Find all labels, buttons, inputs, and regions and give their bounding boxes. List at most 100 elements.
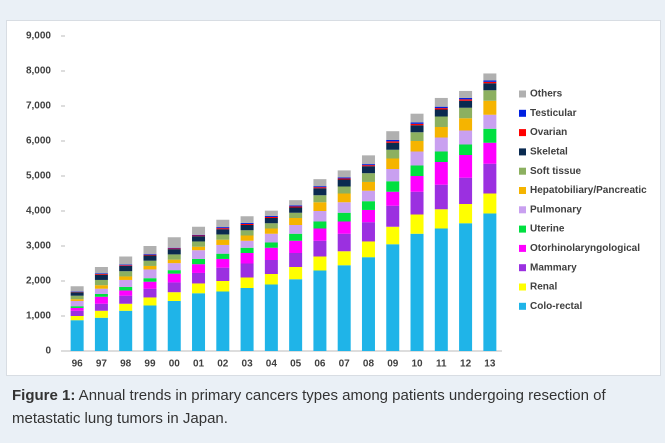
bar-segment [289,240,303,253]
bar-segment [289,225,303,234]
bar-segment [459,155,473,178]
x-tick-label: 09 [387,359,399,370]
bar-segment [313,270,327,351]
bar-segment [240,222,254,224]
bar-segment [240,277,254,288]
bar-segment [313,195,327,203]
x-tick-label: 01 [193,359,205,370]
legend-label: Uterine [530,224,565,235]
bar-segment [289,279,303,351]
legend-swatch [519,244,526,252]
bar-segment [410,151,424,166]
legend-label: Colo-rectal [530,301,582,312]
bar-segment [410,233,424,351]
bar-segment [94,293,108,297]
legend-swatch [519,302,526,310]
bar-segment [94,296,108,304]
bar-segment [192,226,206,235]
bar-segment [264,216,278,218]
bar-segment [192,235,206,237]
bar-segment [216,219,230,228]
bar-segment [337,186,351,194]
bar-segment [192,272,206,284]
bar-segment [240,225,254,231]
bar-segment [313,188,327,196]
bar-segment [459,177,473,204]
bar-segment [167,259,181,264]
bar-segment [192,246,206,251]
bar-segment [361,165,375,167]
bar-segment [313,186,327,188]
bar-segment [192,236,206,242]
bar-segment [94,279,108,286]
bar-segment [289,218,303,225]
x-tick-label: 10 [411,359,423,370]
bar-segment [192,234,206,236]
bar-segment [459,100,473,108]
bar-segment [143,254,157,256]
x-tick-label: 02 [217,359,229,370]
y-tick-label: 3,000 [26,241,51,252]
caption-text: Annual trends in primary cancers types a… [12,387,606,427]
bar-segment [386,244,400,351]
bar-segment [143,297,157,306]
bar-segment [337,265,351,351]
bar-segment [70,320,84,351]
bar-segment [410,123,424,126]
bar-segment [94,317,108,351]
bar-segment [410,132,424,141]
legend-label: Renal [530,282,557,293]
bar-segment [483,81,497,84]
bar-segment [459,118,473,131]
x-tick-label: 00 [169,359,181,370]
bar-segment [434,162,448,185]
x-tick-label: 12 [460,359,472,370]
bar-segment [94,310,108,318]
bar-segment [167,300,181,351]
bar-segment [216,253,230,259]
bar-segment [483,142,497,164]
bar-segment [289,267,303,280]
bar-segment [434,109,448,117]
bar-segment [289,205,303,207]
legend-swatch [519,129,526,137]
bar-segment [313,211,327,222]
bar-segment [192,250,206,259]
bar-segment [167,237,181,248]
x-tick-label: 06 [314,359,326,370]
bar-segment [143,281,157,289]
bar-segment [264,260,278,274]
bar-segment [94,285,108,289]
y-tick-label: 9,000 [26,31,51,42]
bar-segment [459,130,473,145]
bar-segment [434,127,448,138]
bar-segment [143,255,157,261]
bar-segment [289,212,303,218]
bar-segment [410,176,424,192]
bar-segment [240,230,254,236]
bar-segment [94,274,108,275]
bar-segment [119,276,133,280]
bar-segment [361,166,375,174]
legend-label: Skeletal [530,147,568,158]
bar-segment [70,300,84,307]
bar-segment [70,295,84,300]
chart-panel: 0 1,000 2,000 3,000 4,000 5,000 6,000 7,000 8,00… [6,20,661,376]
bar-segment [167,273,181,283]
caption: Figure 1: Annual trends in primary cance… [12,384,657,430]
bar-segment [483,73,497,81]
x-tick-label: 97 [96,359,108,370]
y-tick-label: 8,000 [26,66,51,77]
bar-segment [410,165,424,176]
y-tick-label: 2,000 [26,276,51,287]
bar-segment [216,229,230,235]
bar-segment [192,293,206,351]
bar-segment [264,228,278,234]
bar-segment [70,286,84,292]
bar-segment [167,249,181,255]
legend-swatch [519,283,526,291]
bar-segment [119,290,133,296]
bar-segment [361,241,375,258]
bar-segment [337,202,351,213]
bar-segment [264,274,278,285]
